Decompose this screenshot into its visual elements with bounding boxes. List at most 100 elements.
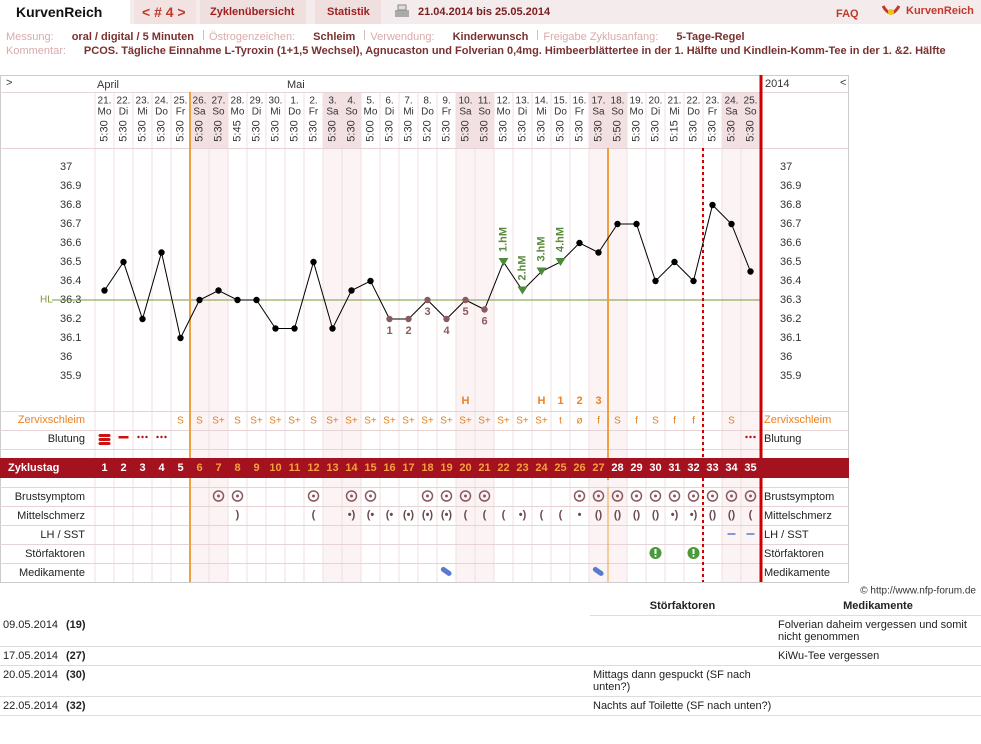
cervix-sign: f	[635, 416, 638, 427]
midcycle-pain: (•	[367, 509, 375, 521]
note-disturbance: Nachts auf Toilette (SF nach unten?)	[590, 697, 775, 716]
weekday: Mi	[137, 107, 148, 118]
cycle-day: 2	[120, 462, 126, 474]
breast-symptom	[212, 490, 225, 502]
cycle-day: 17	[402, 462, 414, 474]
breast-symptom-dot	[217, 494, 220, 498]
weekend-header	[190, 92, 209, 148]
cycle-day: 29	[630, 462, 642, 474]
bleeding-light	[141, 435, 144, 439]
y-tick-label: 36	[60, 351, 72, 363]
midcycle-pain: ()	[652, 509, 660, 521]
midcycle-pain: (	[312, 509, 316, 521]
measure-time: 5:30	[573, 120, 585, 141]
cervix-sign: S+	[383, 416, 396, 427]
breast-symptom-dot	[312, 494, 315, 498]
tab[interactable]: Zyklenübersicht	[210, 6, 295, 18]
breast-symptom	[649, 490, 662, 502]
cycle-day: 19	[440, 462, 452, 474]
cycle-day: 27	[592, 462, 604, 474]
midcycle-pain: (	[464, 509, 468, 521]
breast-symptom	[592, 490, 605, 502]
cycle-nav[interactable]: < # 4 >	[142, 4, 186, 20]
logo-icon	[881, 5, 901, 15]
brand[interactable]: KurvenReich	[16, 4, 103, 20]
measure-time: 5:30	[649, 120, 661, 141]
measure-time: 5:30	[174, 120, 186, 141]
row-label: LH / SST	[40, 529, 85, 541]
temperature-point	[177, 334, 184, 342]
cervix-sign: t	[559, 416, 562, 427]
y-tick-label: 36.7	[60, 218, 81, 230]
comment: PCOS. Tägliche Einnahme L-Tyroxin (1+1,5…	[83, 45, 946, 57]
breast-symptom-dot	[483, 494, 486, 498]
cervix-sign: S+	[326, 416, 339, 427]
day-date: 16.	[573, 96, 587, 107]
day-date: 5.	[366, 96, 374, 107]
day-date: 9.	[442, 96, 450, 107]
cycle-day: 12	[307, 462, 319, 474]
breast-symptom-dot	[350, 494, 353, 498]
bleeding-medium	[118, 436, 129, 439]
midcycle-pain: (	[749, 509, 753, 521]
temperature-point	[671, 258, 678, 266]
note-cycle-day: (27)	[63, 647, 590, 666]
note-disturbance	[590, 647, 775, 666]
measure-time: 5:30	[706, 120, 718, 141]
breast-symptom	[364, 490, 377, 502]
info-label: Verwendung:	[370, 31, 435, 43]
weekday: Mo	[231, 107, 245, 118]
notes-table: Störfaktoren Medikamente 09.05.2014 (19) Fol…	[0, 597, 981, 716]
breast-symptom	[440, 490, 453, 502]
tab[interactable]: Statistik	[327, 6, 370, 18]
midcycle-pain: (	[540, 509, 544, 521]
weekend-column	[323, 148, 342, 582]
breast-symptom-dot	[673, 494, 676, 498]
day-date: 28.	[231, 96, 245, 107]
day-date: 17.	[592, 96, 606, 107]
peak-mark: H	[462, 395, 470, 407]
print-icon[interactable]	[393, 4, 411, 20]
medication	[592, 566, 604, 576]
midcycle-pain: (•)	[403, 509, 415, 521]
medication	[440, 566, 452, 576]
y-tick-label-right: 36.5	[780, 256, 801, 268]
temperature-point	[234, 296, 241, 304]
info-block: Messung: oral / digital / 5 Minuten Östrog…	[6, 30, 946, 58]
day-date: 24.	[155, 96, 169, 107]
weekday: Mi	[669, 107, 680, 118]
nav-left: >	[6, 77, 12, 89]
measure-time: 5:30	[212, 120, 224, 141]
row-label: Mittelschmerz	[764, 510, 832, 522]
midcycle-pain: (	[502, 509, 506, 521]
date-range: 21.04.2014 bis 25.05.2014	[418, 6, 551, 18]
breast-symptom	[744, 490, 757, 502]
temperature-point	[443, 315, 450, 323]
faq-link[interactable]: FAQ	[836, 8, 859, 20]
measure-time: 5:30	[725, 120, 737, 141]
weekend-header	[456, 92, 475, 148]
cervix-sign: S+	[497, 416, 510, 427]
cervix-sign: S+	[250, 416, 263, 427]
breast-symptom-dot	[749, 494, 752, 498]
cervix-sign: S+	[269, 416, 282, 427]
bleeding-light	[745, 435, 748, 439]
note-date: 17.05.2014	[0, 647, 63, 666]
row-label: Blutung	[48, 433, 85, 445]
measure-time: 5:30	[459, 120, 471, 141]
note-date: 09.05.2014	[0, 616, 63, 647]
day-date: 21.	[98, 96, 112, 107]
note-cycle-day: (30)	[63, 666, 590, 697]
row-label: Mittelschmerz	[17, 510, 85, 522]
temperature-point	[196, 296, 203, 304]
cervix-sign: S+	[440, 416, 453, 427]
y-tick-label: 37	[60, 161, 72, 173]
month-label: April	[97, 79, 119, 91]
temperature-point	[633, 220, 640, 228]
nav-right: <	[840, 77, 846, 89]
cervix-sign: S+	[364, 416, 377, 427]
y-tick-label: 36.8	[60, 199, 81, 211]
temperature-point	[348, 287, 355, 294]
logo-text[interactable]: KurvenReich	[906, 5, 974, 17]
